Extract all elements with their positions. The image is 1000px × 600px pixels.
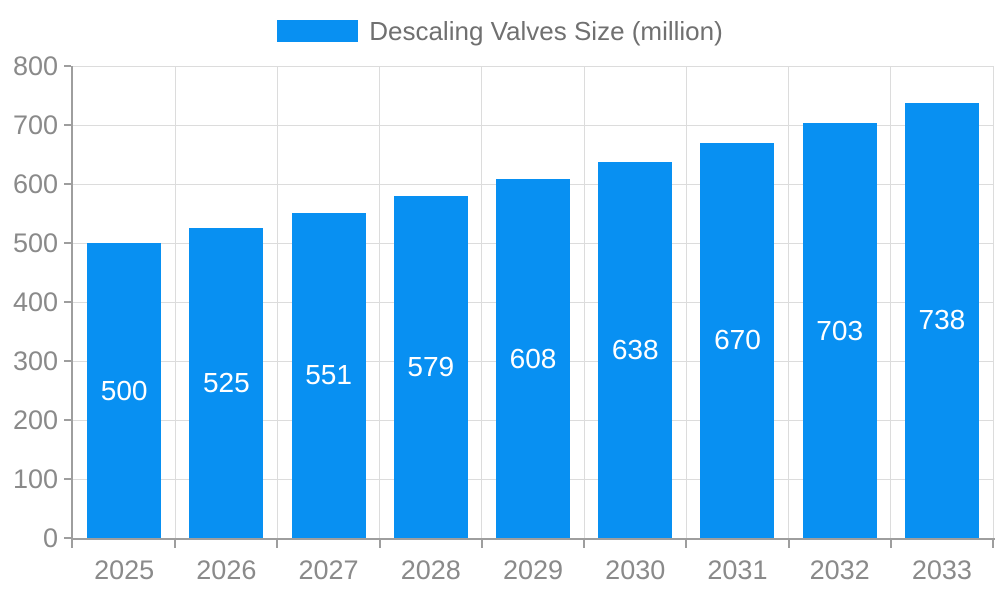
y-axis-label: 800 [12, 51, 58, 81]
y-tick [64, 183, 71, 185]
x-tick [685, 540, 688, 548]
gridline-v [174, 66, 176, 538]
bar[interactable]: 703 [802, 123, 877, 538]
gridline-v [685, 66, 687, 538]
y-axis-line [71, 66, 73, 548]
x-tick [889, 540, 892, 548]
y-axis-label: 500 [12, 228, 58, 258]
bar-value-label: 579 [407, 351, 455, 383]
bar[interactable]: 551 [291, 212, 366, 538]
y-axis-label: 600 [12, 169, 58, 199]
bar[interactable]: 670 [700, 142, 775, 538]
y-tick [64, 360, 71, 362]
bar-value-label: 608 [509, 342, 557, 374]
y-axis-label: 100 [12, 464, 58, 494]
y-axis-label: 700 [12, 110, 58, 140]
bar-value-label: 670 [714, 324, 761, 356]
y-tick [64, 124, 71, 126]
legend-label: Descaling Valves Size (million) [369, 16, 723, 46]
y-tick [64, 242, 71, 244]
gridline-v [788, 66, 790, 538]
y-axis-label: 300 [12, 346, 58, 376]
plot-area: 0 100 200 300 400 500 600 700 800 2025 2026 2027 202… [13, 51, 995, 585]
x-tick [276, 540, 279, 548]
x-tick [992, 540, 994, 548]
bar[interactable]: 638 [598, 161, 673, 538]
x-axis-line [71, 538, 995, 540]
x-axis-label: 2025 [94, 555, 155, 585]
bar[interactable]: 738 [904, 102, 979, 538]
y-axis-label: 0 [42, 523, 58, 553]
x-axis-label: 2033 [911, 555, 972, 585]
y-tick [64, 65, 71, 67]
x-axis-label: 2031 [707, 555, 768, 585]
gridline-v [276, 66, 278, 538]
bar[interactable]: 500 [87, 243, 162, 538]
gridline-h [73, 65, 993, 67]
gridline-v [890, 66, 892, 538]
bar[interactable]: 608 [496, 179, 570, 538]
x-axis-label: 2029 [502, 555, 564, 585]
bar[interactable]: 525 [189, 228, 264, 538]
x-tick [378, 540, 381, 548]
x-tick [480, 540, 483, 548]
bar-value-label: 703 [816, 314, 864, 346]
bar-value-label: 551 [305, 359, 352, 391]
y-tick [64, 537, 71, 539]
x-axis-label: 2027 [298, 555, 359, 585]
x-tick [174, 540, 177, 548]
x-tick [583, 540, 586, 548]
bar-value-label: 525 [202, 367, 250, 399]
gridline-v [992, 66, 994, 538]
x-axis-label: 2030 [605, 555, 666, 585]
legend[interactable]: Descaling Valves Size (million) [0, 16, 1000, 46]
bar-value-label: 500 [100, 374, 148, 406]
y-axis-label: 200 [12, 405, 58, 435]
bar-value-label: 638 [611, 333, 659, 365]
gridline-h [73, 124, 993, 126]
x-tick [787, 540, 790, 548]
y-tick [64, 301, 71, 303]
bar-value-label: 738 [918, 304, 966, 336]
x-axis-label: 2032 [809, 555, 870, 585]
x-axis-label: 2028 [400, 555, 461, 585]
gridline-v [481, 66, 483, 538]
y-tick [64, 419, 71, 421]
x-axis-label: 2026 [196, 555, 257, 585]
gridline-v [583, 66, 585, 538]
legend-swatch [277, 20, 359, 42]
bar[interactable]: 579 [393, 196, 468, 538]
y-tick [64, 478, 71, 480]
y-axis-label: 400 [12, 287, 58, 317]
gridline-v [379, 66, 381, 538]
